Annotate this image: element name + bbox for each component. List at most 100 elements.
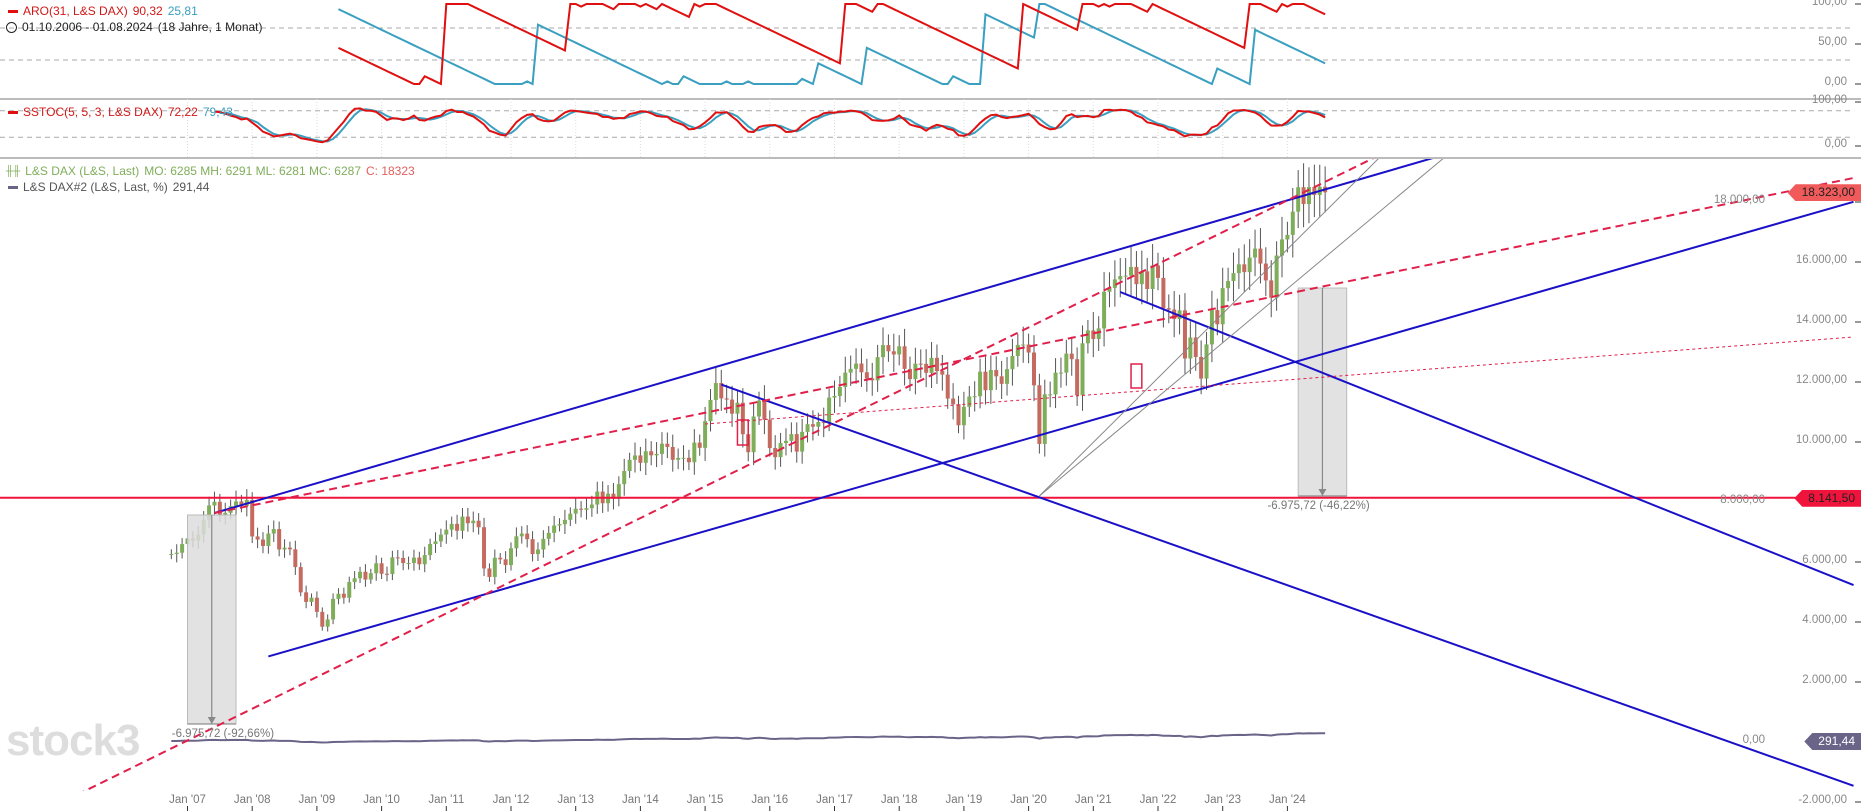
candle-body — [260, 539, 265, 546]
candle-body — [1166, 308, 1171, 310]
candle-body — [234, 501, 239, 507]
candle-body — [740, 402, 745, 435]
candle-body — [417, 557, 422, 565]
candle-body — [972, 396, 977, 398]
x-tick-label: Jan '22 — [1139, 794, 1177, 806]
candle-body — [783, 440, 788, 444]
candle-body — [1285, 234, 1290, 240]
candle-body — [627, 459, 632, 472]
dax2-series-icon — [8, 185, 18, 189]
highlight-box — [1130, 363, 1143, 389]
aro-series-icon — [8, 9, 18, 13]
candle-body — [336, 593, 341, 599]
candle-body — [676, 457, 681, 460]
candle-body — [325, 619, 330, 627]
candle-body — [934, 357, 939, 372]
candle-body — [298, 567, 303, 593]
candle-body — [379, 563, 384, 574]
candle-body — [1042, 394, 1047, 444]
candle-body — [918, 363, 923, 365]
stock3-logo: stock3 — [6, 716, 140, 765]
aroon-up-line — [338, 2, 1326, 86]
candle-body — [633, 455, 638, 460]
price-axis-label: 4.000,00 — [1802, 614, 1847, 626]
candle-body — [913, 363, 918, 380]
sstoc-axis-label: 100,00 — [1811, 94, 1847, 106]
candle-body — [773, 448, 778, 458]
candle-body — [1102, 291, 1107, 329]
aro-down-value: 25,81 — [167, 4, 198, 18]
price-axis-label: 2.000,00 — [1802, 674, 1847, 686]
candle-body — [309, 597, 314, 602]
candle-body — [735, 402, 740, 414]
candle-body — [384, 573, 389, 575]
price-panel — [0, 159, 1861, 791]
candle-body — [352, 578, 357, 583]
candle-body — [1091, 330, 1096, 340]
candle-body — [670, 447, 675, 460]
candle-body — [767, 419, 772, 449]
candle-body — [1134, 266, 1139, 285]
candle-body — [395, 557, 400, 559]
candle-body — [465, 516, 470, 524]
aro-axis-label: 50,00 — [1818, 36, 1847, 48]
candle-body — [1075, 359, 1080, 396]
candle-body — [724, 398, 729, 400]
x-tick-label: Jan '20 — [1010, 794, 1047, 806]
candle-body — [546, 532, 551, 539]
candle-body — [719, 383, 724, 399]
candle-body — [1231, 273, 1236, 282]
sstoc-axis-label: 0,00 — [1824, 138, 1847, 150]
dax2-price-tag: 291,44 — [1804, 733, 1861, 750]
candle-body — [730, 399, 735, 414]
clock-icon — [6, 21, 17, 33]
candle-body — [1161, 277, 1166, 309]
candle-body — [616, 484, 621, 499]
candle-body — [304, 592, 309, 602]
red-trendline — [214, 177, 1854, 514]
candle-body — [390, 557, 395, 575]
candle-body — [341, 593, 346, 598]
candle-body — [174, 552, 179, 554]
candle-body — [1253, 248, 1258, 258]
date-range: 01.10.2006 - 01.08.2024 — [22, 20, 153, 34]
candle-body — [1215, 310, 1220, 325]
candle-body — [282, 547, 287, 550]
candle-body — [287, 547, 292, 550]
candle-body — [525, 533, 530, 540]
candle-body — [492, 557, 497, 577]
candle-body — [487, 568, 492, 577]
grey-trendline — [1039, 159, 1379, 497]
candle-body — [708, 399, 713, 422]
candle-body — [875, 357, 880, 381]
candle-body — [1037, 385, 1042, 444]
candle-body — [870, 378, 875, 381]
price-axis-label: 14.000,00 — [1795, 314, 1847, 326]
candle-body — [1015, 344, 1020, 356]
candle-body — [794, 434, 799, 452]
dax2-value: 291,44 — [172, 180, 210, 194]
candle-body — [762, 400, 767, 420]
candle-body — [428, 543, 433, 556]
x-tick-label: Jan '24 — [1269, 794, 1306, 806]
dax2-legend: L&S DAX#2 (L&S, Last, %) 291,44 — [8, 180, 209, 194]
candle-body — [314, 597, 319, 612]
candle-body — [1058, 372, 1063, 374]
candle-body — [1296, 187, 1301, 212]
candle-body — [271, 529, 276, 534]
candle-body — [881, 345, 886, 358]
candle-body — [584, 508, 589, 510]
candle-body — [611, 493, 616, 499]
candle-body — [810, 424, 815, 427]
candle-body — [1118, 276, 1123, 280]
price-axis-label: 12.000,00 — [1795, 374, 1847, 386]
x-tick-label: Jan '14 — [622, 794, 659, 806]
candle-body — [471, 520, 476, 524]
candle-body — [579, 508, 584, 510]
candle-body — [665, 443, 670, 448]
candlestick-icon: ╫╫ — [6, 165, 21, 177]
candle-body — [514, 536, 519, 549]
price-axis-label: 0,00 — [1742, 734, 1765, 746]
candle-body — [438, 534, 443, 542]
